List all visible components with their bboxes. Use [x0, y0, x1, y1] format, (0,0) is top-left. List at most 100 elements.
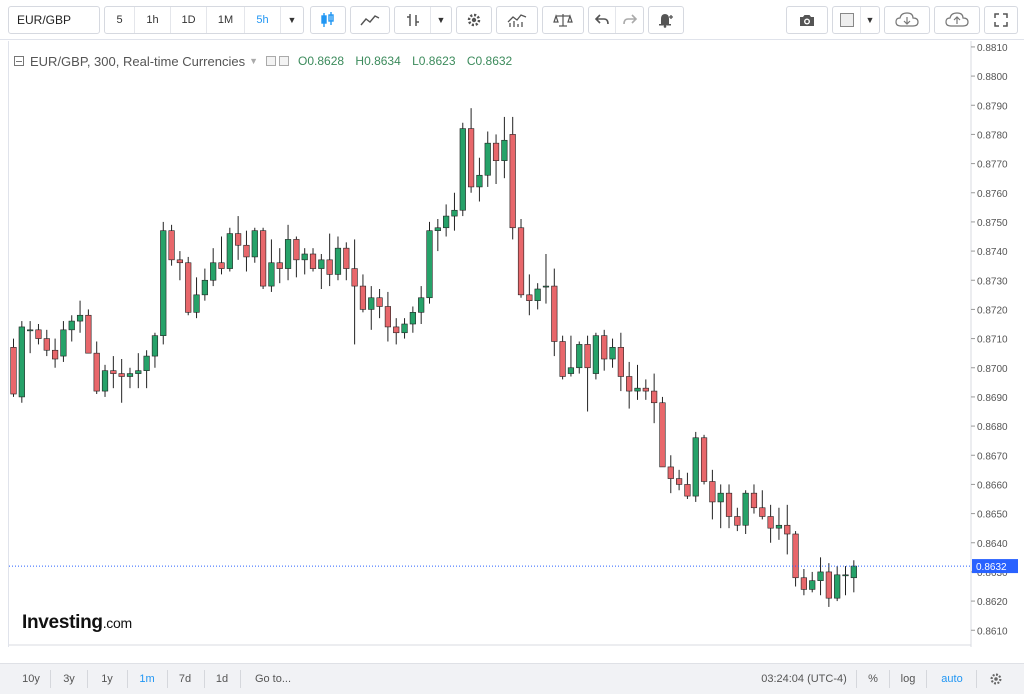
candle-body — [509, 134, 516, 229]
candle-body — [750, 492, 758, 509]
candle-body — [784, 524, 791, 535]
high-label: H — [355, 54, 365, 68]
interval-5h[interactable]: 5h — [245, 7, 281, 33]
candle-body — [451, 209, 458, 217]
range-7d[interactable]: 7d — [178, 673, 192, 685]
candle-body — [717, 492, 724, 503]
style-dropdown-icon[interactable]: ▼ — [436, 15, 446, 25]
candle-body — [151, 335, 159, 357]
candle-body — [376, 297, 383, 307]
divider — [889, 670, 890, 688]
candle-body — [101, 370, 109, 392]
price-tick-label: 0.8630 — [977, 568, 1008, 579]
indicators-icon[interactable] — [496, 6, 538, 34]
interval-1m[interactable]: 1M — [207, 7, 245, 33]
chart-settings-gear-icon[interactable] — [980, 664, 1012, 694]
price-tick-label: 0.8650 — [977, 510, 1008, 521]
top-toolbar: EUR/GBP 5 1h 1D 1M 5h ▼ ▼ — [0, 0, 1024, 40]
open-label: O — [298, 54, 308, 68]
settings-gear-icon[interactable] — [456, 6, 492, 34]
divider — [926, 670, 927, 688]
candle-body — [642, 387, 649, 392]
candle-body — [634, 387, 641, 392]
range-3y[interactable]: 3y — [63, 673, 75, 685]
interval-5[interactable]: 5 — [105, 7, 135, 33]
range-1d[interactable]: 1d — [215, 673, 229, 685]
chart-legend: EUR/GBP, 300, Real-time Currencies ▼ O0.… — [14, 52, 520, 70]
theme-dropdown-icon[interactable]: ▼ — [865, 15, 875, 25]
undo-icon[interactable] — [589, 7, 616, 33]
candles-style-icon[interactable] — [310, 6, 346, 34]
candle-body — [35, 329, 42, 339]
chart-panel[interactable]: 0.8610 0.8620 0.8630 0.8640 0.8650 0.8660 0.86… — [8, 41, 1019, 647]
candle-body — [526, 294, 533, 301]
price-chart[interactable]: 0.8610 0.8620 0.8630 0.8640 0.8650 0.8660 0.86… — [9, 41, 1019, 647]
candle-body — [825, 571, 832, 599]
indicator-group: ▼ — [394, 6, 452, 34]
candle-body — [817, 571, 824, 581]
candle-body — [484, 142, 491, 176]
price-tick-label: 0.8740 — [977, 247, 1008, 258]
fullscreen-icon[interactable] — [984, 6, 1018, 34]
log-scale-toggle[interactable]: log — [900, 673, 916, 685]
color-swatch-icon[interactable] — [833, 7, 861, 33]
compare-scale-icon[interactable] — [542, 6, 584, 34]
candle-body — [251, 230, 258, 258]
auto-scale-toggle[interactable]: auto — [941, 673, 963, 685]
candle-body — [210, 262, 217, 281]
candle-body — [384, 306, 392, 328]
bars-style-icon[interactable] — [395, 7, 431, 33]
price-tick-label: 0.8790 — [977, 101, 1008, 112]
percent-scale-toggle[interactable]: % — [868, 673, 878, 685]
cloud-download-icon[interactable] — [884, 6, 930, 34]
interval-1h[interactable]: 1h — [135, 7, 171, 33]
range-10y[interactable]: 10y — [22, 673, 40, 685]
divider — [204, 670, 205, 688]
candle-body — [268, 262, 275, 287]
legend-dropdown-icon[interactable]: ▼ — [249, 56, 258, 66]
range-1y[interactable]: 1y — [101, 673, 113, 685]
redo-icon[interactable] — [616, 7, 643, 33]
legend-settings-icon[interactable] — [279, 56, 289, 66]
candle-body — [243, 244, 250, 258]
price-tick-label: 0.8770 — [977, 160, 1008, 171]
candle-body — [467, 128, 475, 188]
candle-body — [43, 338, 50, 351]
goto-date-button[interactable]: Go to... — [254, 673, 292, 685]
candle-body — [742, 492, 749, 526]
legend-title: EUR/GBP, 300, Real-time Currencies — [30, 53, 246, 69]
line-style-icon[interactable] — [350, 6, 390, 34]
candle-body — [60, 329, 67, 357]
candle-body — [284, 239, 292, 269]
legend-visibility-icon[interactable] — [266, 56, 276, 66]
price-tick-label: 0.8640 — [977, 539, 1008, 550]
candle-body — [850, 565, 857, 579]
candle-body — [667, 466, 674, 479]
divider — [976, 670, 977, 688]
open-value: 0.8628 — [307, 54, 345, 68]
candle-body — [193, 294, 200, 313]
collapse-legend-icon[interactable] — [14, 56, 24, 66]
alert-bell-icon[interactable] — [648, 6, 684, 34]
price-tick-label: 0.8710 — [977, 335, 1008, 346]
symbol-search[interactable]: EUR/GBP — [8, 6, 100, 34]
price-tick-label: 0.8660 — [977, 480, 1008, 491]
candle-body — [176, 259, 184, 264]
interval-dropdown-icon[interactable]: ▼ — [287, 15, 297, 25]
logo-brand: Investing — [22, 612, 103, 633]
price-tick-label: 0.8610 — [977, 626, 1008, 637]
low-label: L — [412, 54, 419, 68]
price-tick-label: 0.8730 — [977, 276, 1008, 287]
interval-1d[interactable]: 1D — [171, 7, 207, 33]
candle-body — [68, 320, 75, 331]
divider — [167, 670, 168, 688]
candle-body — [334, 247, 342, 275]
close-value: 0.8632 — [475, 54, 513, 68]
range-1m[interactable]: 1m — [139, 673, 155, 685]
candle-body — [359, 285, 367, 310]
price-tick-label: 0.8620 — [977, 597, 1008, 608]
cloud-upload-icon[interactable] — [934, 6, 980, 34]
candle-body — [201, 279, 208, 296]
camera-snapshot-icon[interactable] — [786, 6, 828, 34]
price-tick-label: 0.8780 — [977, 130, 1008, 141]
